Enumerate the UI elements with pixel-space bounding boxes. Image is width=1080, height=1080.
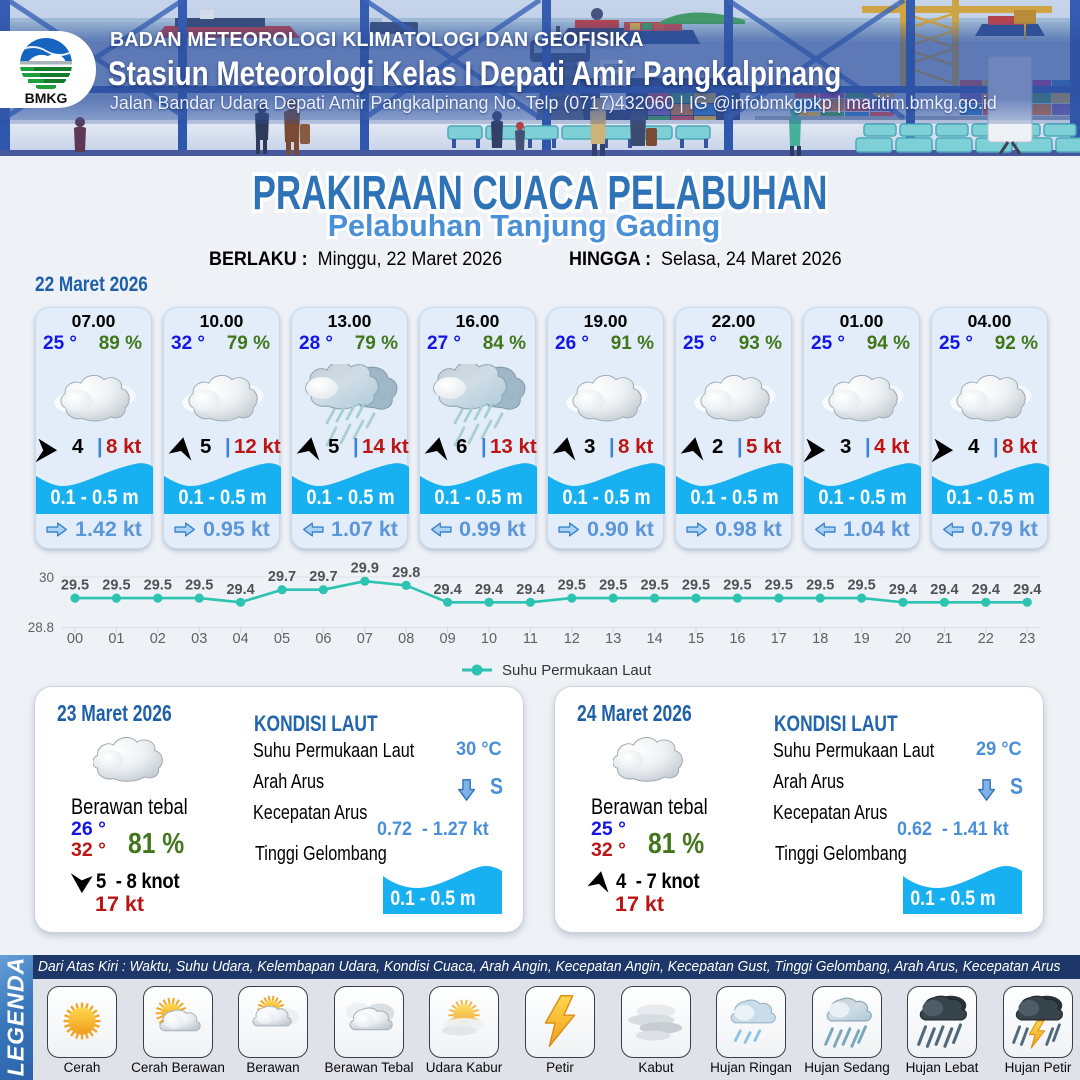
svg-text:29.7: 29.7	[309, 569, 337, 585]
svg-text:20: 20	[895, 631, 911, 647]
svg-text:00: 00	[67, 631, 83, 647]
svg-text:09: 09	[440, 631, 456, 647]
svg-text:29.5: 29.5	[640, 578, 668, 594]
svg-text:23: 23	[1019, 631, 1035, 647]
svg-text:Suhu Permukaan Laut: Suhu Permukaan Laut	[502, 662, 652, 679]
svg-text:08: 08	[398, 631, 414, 647]
svg-text:29.4: 29.4	[226, 582, 254, 598]
svg-text:12: 12	[564, 631, 580, 647]
svg-text:15: 15	[688, 631, 704, 647]
svg-text:29.5: 29.5	[144, 578, 172, 594]
svg-text:29.5: 29.5	[806, 578, 834, 594]
svg-text:17: 17	[771, 631, 787, 647]
svg-text:28.8: 28.8	[28, 620, 54, 635]
svg-text:29.5: 29.5	[765, 578, 793, 594]
svg-text:29.4: 29.4	[1013, 582, 1041, 598]
svg-text:02: 02	[150, 631, 166, 647]
svg-text:04: 04	[233, 631, 249, 647]
svg-text:07: 07	[357, 631, 373, 647]
svg-text:29.5: 29.5	[682, 578, 710, 594]
svg-text:29.4: 29.4	[433, 582, 461, 598]
svg-text:29.4: 29.4	[930, 582, 958, 598]
svg-text:29.4: 29.4	[972, 582, 1000, 598]
svg-text:29.4: 29.4	[889, 582, 917, 598]
svg-text:22: 22	[978, 631, 994, 647]
svg-text:18: 18	[812, 631, 828, 647]
svg-text:11: 11	[523, 631, 538, 647]
svg-text:29.5: 29.5	[185, 578, 213, 594]
svg-text:29.5: 29.5	[723, 578, 751, 594]
svg-text:29.5: 29.5	[61, 578, 89, 594]
svg-text:14: 14	[647, 631, 663, 647]
svg-text:29.9: 29.9	[351, 561, 379, 577]
svg-text:29.4: 29.4	[516, 582, 544, 598]
svg-text:06: 06	[315, 631, 331, 647]
svg-text:30: 30	[39, 570, 54, 585]
svg-text:16: 16	[729, 631, 745, 647]
svg-text:19: 19	[854, 631, 870, 647]
svg-text:21: 21	[936, 631, 952, 647]
svg-text:29.5: 29.5	[599, 578, 627, 594]
svg-text:29.4: 29.4	[475, 582, 503, 598]
svg-text:10: 10	[481, 631, 497, 647]
svg-text:29.5: 29.5	[102, 578, 130, 594]
svg-text:BMKG: BMKG	[25, 90, 68, 106]
svg-text:05: 05	[274, 631, 290, 647]
svg-text:29.5: 29.5	[847, 578, 875, 594]
svg-text:29.7: 29.7	[268, 569, 296, 585]
svg-text:29.5: 29.5	[558, 578, 586, 594]
svg-text:03: 03	[191, 631, 207, 647]
svg-text:13: 13	[605, 631, 621, 647]
svg-text:29.8: 29.8	[392, 565, 420, 581]
svg-text:01: 01	[108, 631, 124, 647]
